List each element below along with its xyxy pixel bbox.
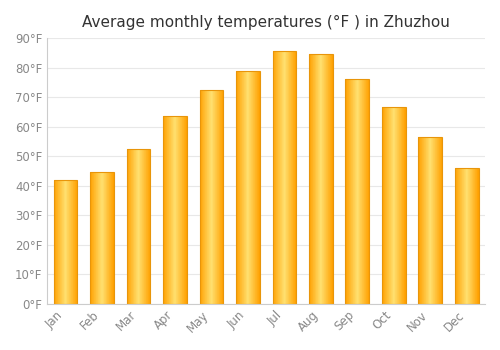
Bar bbox=[418, 137, 442, 304]
Bar bbox=[346, 79, 369, 304]
Bar bbox=[455, 168, 478, 304]
Bar bbox=[200, 90, 224, 304]
Bar bbox=[382, 107, 406, 304]
Bar bbox=[90, 173, 114, 304]
Bar bbox=[236, 71, 260, 304]
Bar bbox=[54, 180, 78, 304]
Bar bbox=[163, 116, 187, 304]
Bar bbox=[272, 51, 296, 304]
Bar bbox=[126, 149, 150, 304]
Title: Average monthly temperatures (°F ) in Zhuzhou: Average monthly temperatures (°F ) in Zh… bbox=[82, 15, 450, 30]
Bar bbox=[309, 54, 332, 304]
